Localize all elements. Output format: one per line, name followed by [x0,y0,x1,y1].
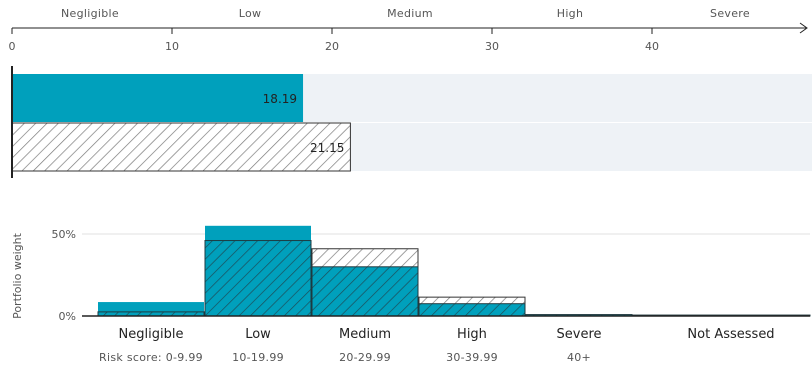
category-sublabel: Risk score: 0-9.99 [99,351,203,364]
scale-band-label: Severe [710,7,750,20]
category-sublabel: 40+ [567,351,591,364]
score-value-label: 21.15 [310,141,344,155]
y-axis-label: Portfolio weight [11,232,24,319]
scale-band-label: High [557,7,583,20]
category-label: Not Assessed [687,327,774,342]
x-tick-label: 0 [9,40,16,53]
score-value-label: 18.19 [263,92,297,106]
score-bar-chart: Negligible Low Medium High Severe 0 10 20 30 40 18… [9,7,812,178]
x-tick-label: 20 [325,40,339,53]
category-sublabel: 10-19.99 [232,351,284,364]
portfolio-score-bar [12,74,303,122]
category-label: Severe [557,327,602,342]
category-label: Negligible [119,327,184,342]
category-sublabel: 20-29.99 [339,351,391,364]
x-tick-label: 10 [165,40,179,53]
y-tick-label: 50% [52,228,76,241]
weight-histogram: Portfolio weight 0% 50% Negligible Low Medium… [11,226,810,364]
category-label: High [457,327,487,342]
x-tick-label: 40 [645,40,659,53]
x-tick-label: 30 [485,40,499,53]
overlap-weight-bar [419,304,525,316]
category-label: Low [245,327,271,342]
scale-band-label: Medium [387,7,433,20]
benchmark-score-bar [12,123,350,171]
overlap-weight-bar [205,241,311,316]
y-tick-label: 0% [59,310,76,323]
category-label: Medium [339,327,391,342]
overlap-weight-bar [312,267,418,316]
scale-band-label: Low [239,7,262,20]
category-sublabel: 30-39.99 [446,351,498,364]
scale-band-label: Negligible [61,7,119,20]
